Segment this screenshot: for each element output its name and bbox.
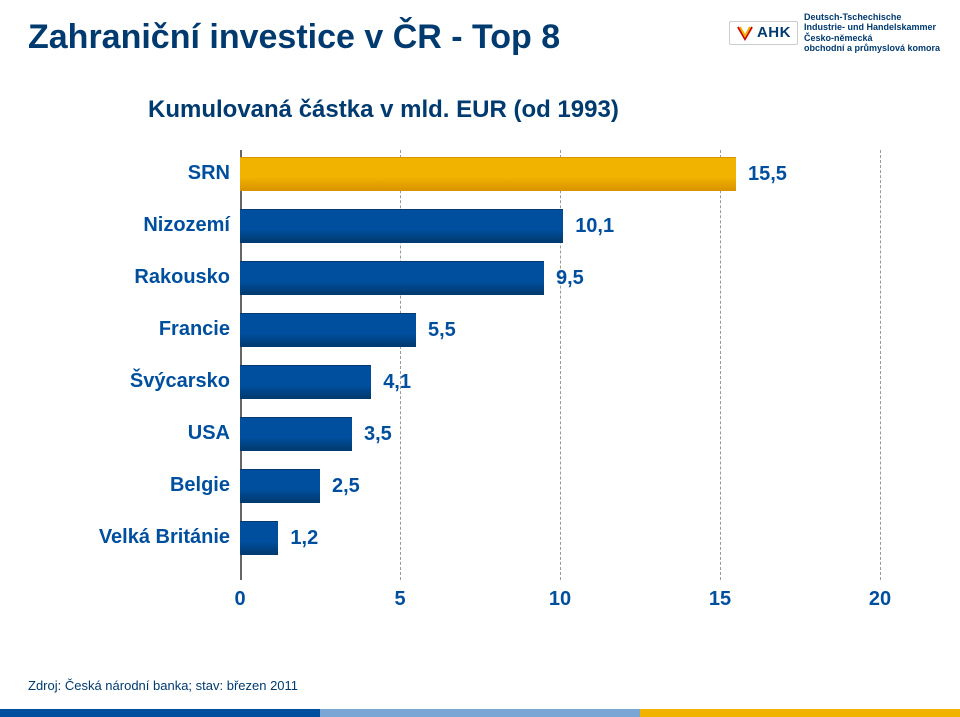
logo-caption: Deutsch-Tschechische Industrie- und Hand… xyxy=(804,12,940,53)
bar-row: 15,5 xyxy=(240,158,787,190)
slide: Zahraniční investice v ČR - Top 8 AHK De… xyxy=(0,0,960,717)
bar xyxy=(240,157,736,191)
bar xyxy=(240,417,352,451)
x-tick-label: 0 xyxy=(234,588,245,611)
gridline xyxy=(720,150,721,580)
stripe-2 xyxy=(320,709,640,717)
category-label: Belgie xyxy=(60,474,230,497)
logo-line4: obchodní a průmyslová komora xyxy=(804,43,940,53)
logo-block: AHK Deutsch-Tschechische Industrie- und … xyxy=(729,12,940,53)
bar-value-label: 5,5 xyxy=(428,319,456,342)
bar xyxy=(240,521,278,555)
stripe-3 xyxy=(640,709,960,717)
category-label: Nizozemí xyxy=(60,214,230,237)
x-tick-label: 20 xyxy=(869,588,891,611)
footer-stripe xyxy=(0,709,960,717)
logo-line1: Deutsch-Tschechische xyxy=(804,12,940,22)
category-label: Švýcarsko xyxy=(60,370,230,393)
logo-v-icon xyxy=(736,24,754,42)
bar-row: 10,1 xyxy=(240,210,614,242)
x-tick-label: 10 xyxy=(549,588,571,611)
bar-row: 4,1 xyxy=(240,366,411,398)
chart: 15,5 10,1 9,5 5,5 4,1 3,5 2,5 1,2 0 5 10 15 20 SRN Ni… xyxy=(60,150,900,620)
bar-row: 9,5 xyxy=(240,262,584,294)
category-label: Rakousko xyxy=(60,266,230,289)
bar xyxy=(240,209,563,243)
x-tick-label: 15 xyxy=(709,588,731,611)
bar-value-label: 3,5 xyxy=(364,423,392,446)
bar-value-label: 2,5 xyxy=(332,475,360,498)
bar-value-label: 9,5 xyxy=(556,267,584,290)
bar xyxy=(240,365,371,399)
bar-row: 1,2 xyxy=(240,522,318,554)
bar-value-label: 10,1 xyxy=(575,215,614,238)
bar-row: 5,5 xyxy=(240,314,456,346)
category-label: USA xyxy=(60,422,230,445)
bar-row: 2,5 xyxy=(240,470,360,502)
bar-value-label: 1,2 xyxy=(290,527,318,550)
category-label: SRN xyxy=(60,162,230,185)
bar-row: 3,5 xyxy=(240,418,392,450)
bar-value-label: 15,5 xyxy=(748,163,787,186)
bar xyxy=(240,261,544,295)
logo-line3: Česko-německá xyxy=(804,33,940,43)
category-label: Francie xyxy=(60,318,230,341)
bar xyxy=(240,469,320,503)
bar-value-label: 4,1 xyxy=(383,371,411,394)
chart-subtitle: Kumulovaná částka v mld. EUR (od 1993) xyxy=(148,96,619,124)
plot-area: 15,5 10,1 9,5 5,5 4,1 3,5 2,5 1,2 xyxy=(240,150,880,580)
x-tick-label: 5 xyxy=(394,588,405,611)
logo-ahk-text: AHK xyxy=(757,24,791,41)
category-label: Velká Británie xyxy=(60,526,230,549)
stripe-1 xyxy=(0,709,320,717)
logo-line2: Industrie- und Handelskammer xyxy=(804,22,940,32)
page-title: Zahraniční investice v ČR - Top 8 xyxy=(28,18,560,57)
source-text: Zdroj: Česká národní banka; stav: březen… xyxy=(28,678,298,693)
logo-badge: AHK xyxy=(729,21,798,45)
gridline xyxy=(880,150,881,580)
bar xyxy=(240,313,416,347)
